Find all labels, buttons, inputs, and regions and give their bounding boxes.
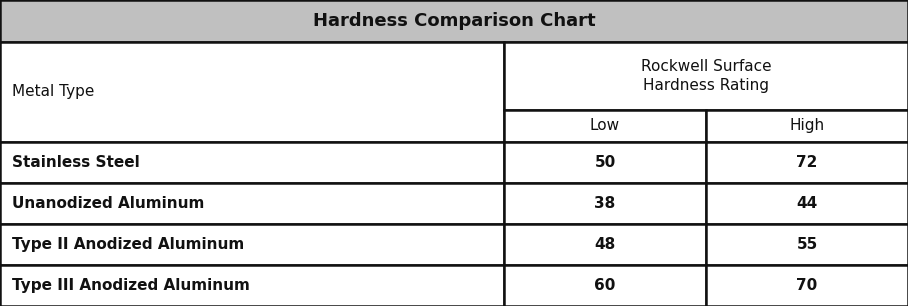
Text: Type III Anodized Aluminum: Type III Anodized Aluminum [12,278,250,293]
Text: Stainless Steel: Stainless Steel [12,155,140,170]
Bar [706,265,908,306]
Text: 50: 50 [595,155,616,170]
Text: 48: 48 [595,237,616,252]
Text: Metal Type: Metal Type [12,84,94,99]
Text: 70: 70 [796,278,817,293]
Text: Unanodized Aluminum: Unanodized Aluminum [12,196,204,211]
Bar [504,42,908,110]
Bar [0,42,504,142]
Text: 72: 72 [796,155,818,170]
Text: 44: 44 [796,196,817,211]
Bar [0,183,504,224]
Bar [0,265,504,306]
Text: Low: Low [590,118,620,133]
Bar [504,110,706,142]
Bar [0,0,908,42]
Text: Hardness Comparison Chart: Hardness Comparison Chart [312,12,596,30]
Bar [0,142,504,183]
Text: Type II Anodized Aluminum: Type II Anodized Aluminum [12,237,244,252]
Bar [706,142,908,183]
Bar [0,224,504,265]
Bar [706,224,908,265]
Bar [504,265,706,306]
Text: High: High [789,118,824,133]
Text: 55: 55 [796,237,817,252]
Bar [504,224,706,265]
Bar [706,183,908,224]
Text: 60: 60 [594,278,616,293]
Text: 38: 38 [595,196,616,211]
Bar [504,183,706,224]
Text: Rockwell Surface
Hardness Rating: Rockwell Surface Hardness Rating [641,59,771,93]
Bar [706,110,908,142]
Bar [504,142,706,183]
